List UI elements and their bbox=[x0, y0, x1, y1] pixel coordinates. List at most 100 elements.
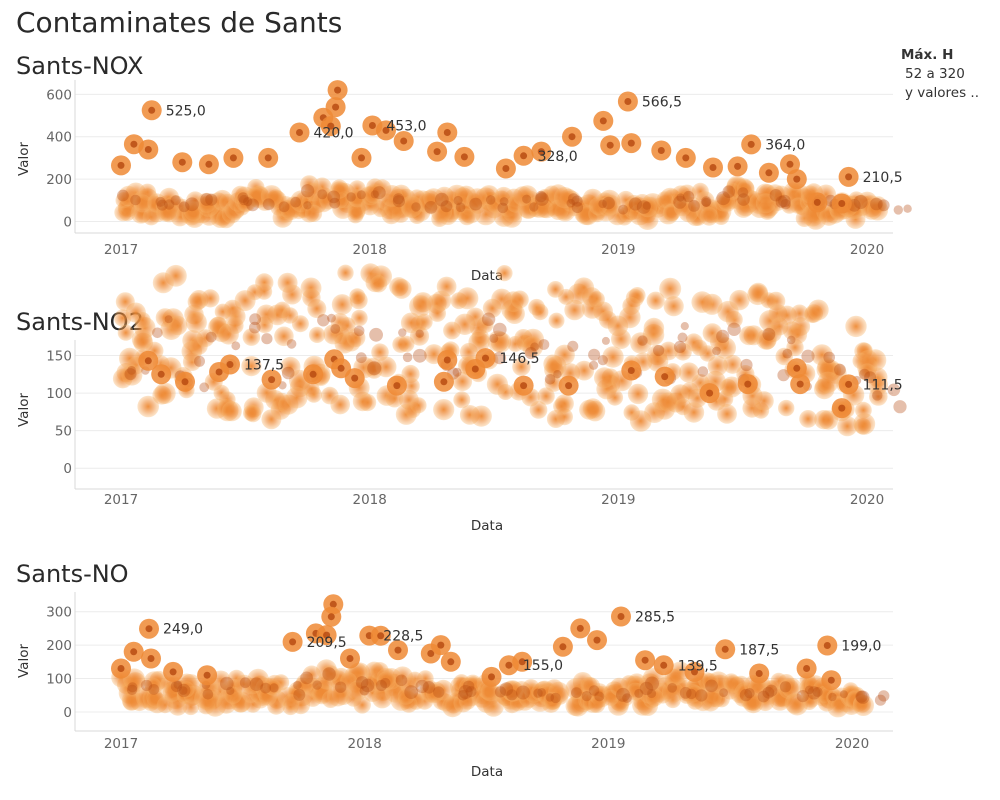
data-point bbox=[622, 693, 632, 703]
data-point bbox=[762, 686, 775, 699]
data-point bbox=[594, 691, 605, 702]
data-point bbox=[512, 186, 533, 206]
data-point bbox=[400, 312, 422, 334]
y-tick-label: 400 bbox=[46, 130, 72, 146]
data-point bbox=[534, 199, 554, 218]
no-plot[interactable]: 0 100 200 300 2017 2018 2019 2020 Data Valor 249,0… bbox=[0, 560, 900, 798]
data-point bbox=[782, 348, 793, 359]
data-point bbox=[533, 688, 543, 698]
data-point bbox=[666, 668, 684, 686]
data-point bbox=[682, 190, 695, 203]
data-point bbox=[756, 329, 777, 350]
data-point bbox=[367, 361, 382, 376]
annotation-label: 453,0 bbox=[386, 119, 426, 135]
data-point bbox=[867, 199, 889, 221]
peak-core bbox=[502, 165, 510, 172]
peak-core bbox=[400, 137, 408, 145]
data-point bbox=[634, 688, 644, 698]
peak-core bbox=[264, 154, 272, 162]
chart-no2: Sants-NO2 0 50 100 150 2017 2018 2019 2020 Data V… bbox=[0, 263, 907, 546]
data-point bbox=[799, 410, 817, 428]
data-point bbox=[290, 196, 301, 208]
data-point bbox=[485, 195, 496, 205]
data-point bbox=[249, 677, 264, 691]
data-point bbox=[739, 688, 753, 702]
data-point bbox=[133, 194, 152, 213]
data-point bbox=[355, 352, 367, 364]
data-point bbox=[618, 204, 629, 215]
peak-core bbox=[576, 624, 584, 632]
data-point bbox=[117, 324, 134, 341]
data-point bbox=[588, 685, 600, 696]
annotation-label: 199,0 bbox=[841, 639, 881, 655]
data-point bbox=[321, 386, 339, 405]
peak-core bbox=[617, 613, 625, 620]
data-point bbox=[737, 187, 749, 198]
data-point bbox=[349, 291, 368, 310]
data-point bbox=[392, 336, 410, 353]
x-tick-label: 2020 bbox=[835, 736, 869, 752]
y-tick-label: 0 bbox=[63, 461, 72, 477]
data-point bbox=[530, 342, 539, 352]
data-point bbox=[261, 333, 273, 345]
data-point bbox=[775, 347, 794, 366]
data-point bbox=[322, 665, 340, 682]
data-point bbox=[845, 315, 867, 338]
data-point bbox=[645, 676, 659, 691]
data-point bbox=[286, 339, 297, 349]
data-point bbox=[249, 321, 261, 334]
peak-core bbox=[145, 625, 153, 633]
data-point bbox=[674, 199, 691, 217]
data-point bbox=[156, 199, 168, 211]
y-axis-title: Valor bbox=[16, 142, 32, 176]
data-point bbox=[535, 192, 549, 206]
data-point bbox=[755, 193, 776, 214]
data-point bbox=[737, 193, 750, 206]
data-point bbox=[717, 404, 737, 424]
data-point bbox=[489, 333, 499, 343]
chart-nox: Sants-NOX 0 200 400 600 2017 2018 2019 2020 Data… bbox=[0, 52, 912, 290]
data-point bbox=[721, 376, 743, 398]
chart-title: Sants-NO bbox=[16, 560, 129, 588]
data-point bbox=[878, 690, 890, 702]
data-point bbox=[619, 306, 641, 329]
data-point bbox=[356, 190, 366, 200]
data-point bbox=[611, 329, 631, 349]
peak-core bbox=[706, 389, 714, 397]
data-point bbox=[674, 398, 692, 416]
data-point bbox=[512, 357, 531, 376]
peak-core bbox=[838, 404, 846, 412]
data-point bbox=[597, 355, 608, 366]
peak-core bbox=[205, 160, 213, 168]
data-point bbox=[322, 667, 336, 681]
data-point bbox=[522, 336, 544, 358]
peak-core bbox=[734, 162, 742, 170]
peak-core bbox=[323, 631, 331, 639]
data-point bbox=[538, 339, 550, 350]
peak-core bbox=[660, 661, 668, 669]
data-point bbox=[154, 382, 176, 404]
peak-core bbox=[606, 141, 614, 149]
data-point bbox=[282, 284, 303, 305]
data-point bbox=[371, 343, 389, 361]
data-point bbox=[497, 202, 509, 214]
data-point bbox=[433, 686, 445, 698]
x-tick-label: 2019 bbox=[601, 492, 635, 508]
data-point bbox=[588, 348, 601, 361]
peak-core bbox=[845, 173, 853, 181]
size-legend[interactable]: Máx. H 52 a 320 y valores .. bbox=[901, 46, 1000, 103]
data-point bbox=[780, 199, 791, 210]
data-point bbox=[790, 304, 809, 323]
peak-core bbox=[471, 365, 479, 373]
nox-plot[interactable]: 0 200 400 600 2017 2018 2019 2020 Data Valor 525,0… bbox=[0, 52, 912, 290]
data-point bbox=[381, 185, 403, 207]
data-point bbox=[452, 371, 473, 392]
data-point bbox=[194, 355, 205, 367]
peak-core bbox=[682, 154, 690, 162]
peak-core bbox=[803, 665, 811, 672]
peak-core bbox=[433, 148, 441, 156]
no2-plot[interactable]: 0 50 100 150 2017 2018 2019 2020 Data Valor 137,5 1… bbox=[0, 263, 907, 546]
data-point bbox=[714, 337, 736, 359]
peak-core bbox=[838, 200, 846, 207]
data-point bbox=[134, 312, 151, 329]
